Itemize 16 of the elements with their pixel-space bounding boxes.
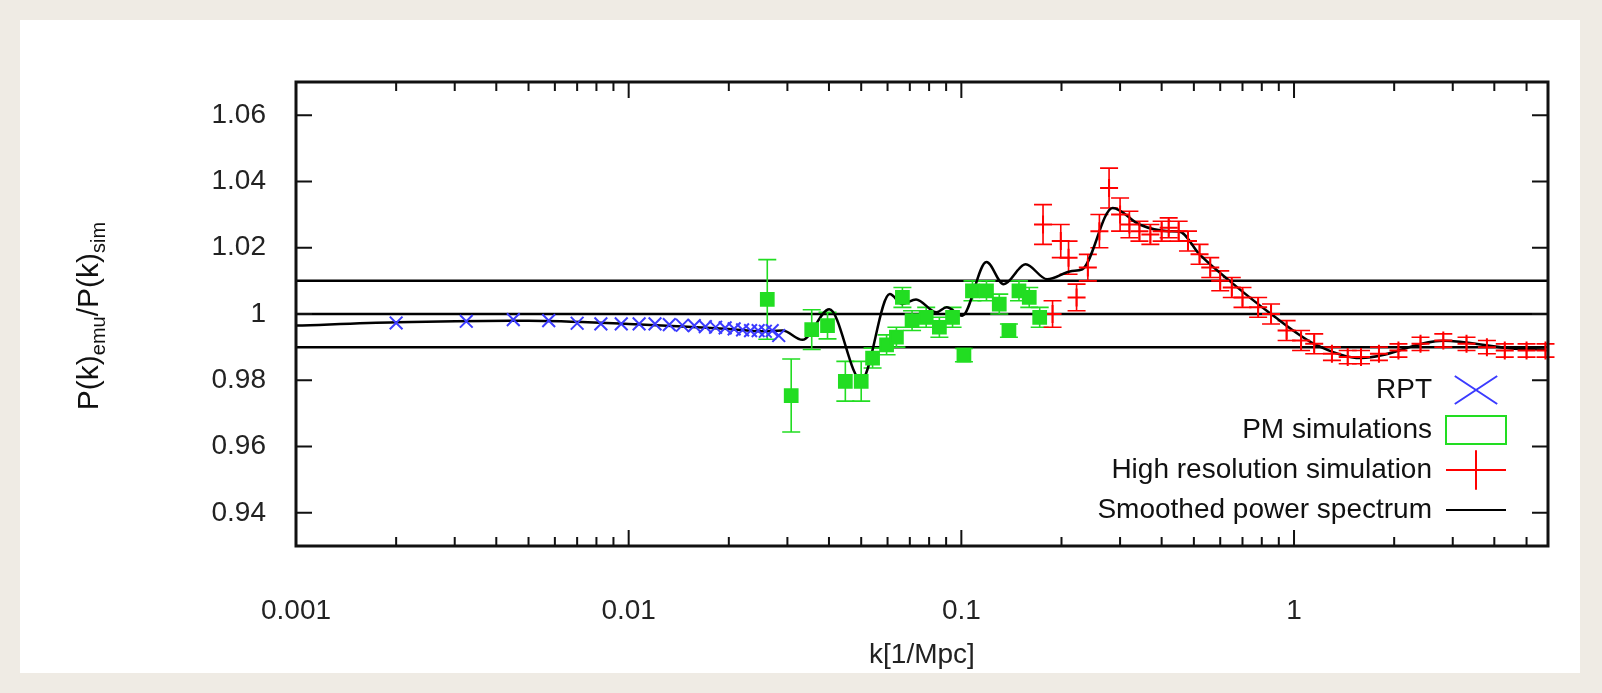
legend-label: Smoothed power spectrum: [1097, 492, 1432, 524]
x-tick-label: 0.001: [260, 593, 332, 625]
y-tick-label: 0.96: [211, 429, 266, 461]
legend-label: RPT: [1376, 372, 1432, 404]
x-tick-label: 0.1: [941, 593, 981, 625]
y-tick-label: 0.94: [211, 495, 266, 527]
legend-label: PM simulations: [1242, 412, 1432, 444]
y-tick-label: 0.98: [211, 363, 266, 394]
y-tick-label: 1: [250, 296, 266, 328]
y-tick-label: 1.06: [211, 97, 266, 129]
x-tick-label: 0.01: [601, 593, 656, 625]
legend-label: High resolution simulation: [1111, 452, 1432, 484]
y-tick-label: 1.04: [211, 164, 266, 196]
y-tick-label: 1.02: [211, 230, 266, 262]
x-axis-title: k[1/Mpc]: [869, 637, 975, 669]
x-tick-label: 1: [1286, 593, 1302, 625]
